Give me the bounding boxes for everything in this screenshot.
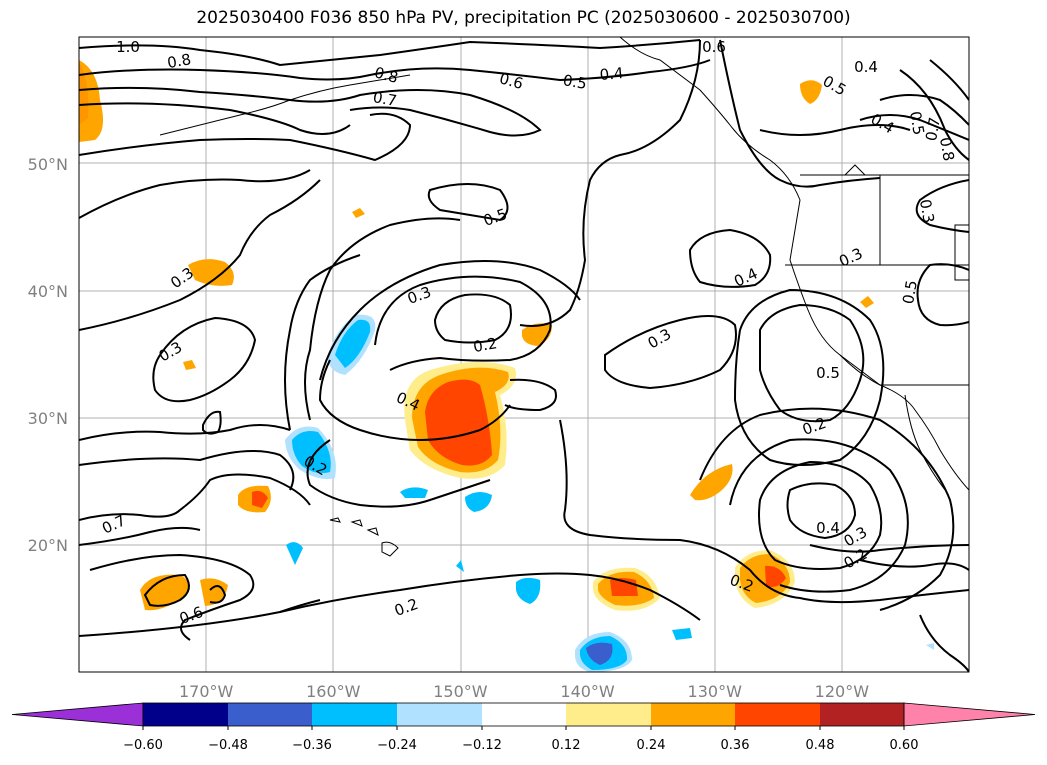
colorbar-tick-label: 0.12 (552, 738, 581, 753)
latitude-label: 50°N (28, 155, 68, 174)
hawaii-islands (329, 517, 399, 557)
colorbar-tick-label: 0.36 (721, 738, 750, 753)
contour-label: 0.7 (922, 116, 944, 143)
contour-label: 0.5 (899, 279, 921, 306)
map-title: 2025030400 F036 850 hPa PV, precipitatio… (196, 8, 851, 28)
longitude-label: 160°W (306, 682, 361, 701)
contour-label: 0.7 (372, 88, 399, 110)
colorbar-bin (820, 703, 904, 726)
contour-label: 0.4 (816, 519, 840, 537)
precip-negative-area (400, 487, 428, 498)
contour-label: 0.6 (702, 38, 726, 56)
precip-negative-area (292, 431, 331, 474)
colorbar-tick-label: −0.12 (462, 738, 502, 753)
precip-positive-area (352, 208, 365, 218)
contour-label: 0.3 (916, 198, 938, 225)
precip-negative-area (586, 642, 613, 665)
pv-contours (79, 39, 969, 672)
colorbar-tick-label: 0.24 (637, 738, 666, 753)
colorbar-bin (651, 703, 735, 726)
latitude-labels: 50°N 40°N 30°N 20°N (28, 155, 68, 555)
contour-label: 0.2 (472, 334, 499, 356)
colorbar-bin (143, 703, 228, 726)
precip-negative-area (465, 491, 492, 512)
precip-positive-area (252, 490, 268, 508)
colorbar: −0.60 −0.48 −0.36 −0.24 −0.12 0.12 0.24 0.36 0.4… (11, 702, 1036, 753)
precip-positive-area (800, 80, 822, 104)
precip-positive-area (740, 554, 790, 603)
precip-positive-area (140, 574, 189, 611)
colorbar-bin (228, 703, 312, 726)
colorbar-bin (735, 703, 820, 726)
colorbar-over-extension (903, 702, 1036, 727)
latitude-label: 30°N (28, 409, 68, 428)
contour-label: 0.8 (166, 50, 193, 72)
precip-negative-area (456, 560, 464, 572)
colorbar-bin (397, 703, 482, 726)
colorbar-tick-label: 0.60 (890, 738, 919, 753)
colorbar-bin (482, 703, 566, 726)
precip-positive-area (200, 578, 228, 606)
precip-positive-area (860, 296, 874, 308)
colorbar-tick-label: −0.36 (292, 738, 332, 753)
contour-label: 0.5 (562, 71, 589, 93)
precip-negative-area (926, 643, 934, 650)
precip-positive-area (183, 360, 196, 370)
colorbar-frame (142, 702, 905, 727)
precip-positive-area (690, 464, 733, 501)
colorbar-bin (566, 703, 651, 726)
colorbar-tick-label: 0.48 (806, 738, 835, 753)
precip-negative-area (672, 628, 692, 640)
longitude-label: 150°W (433, 682, 488, 701)
colorbar-tick-label: −0.48 (208, 738, 248, 753)
contour-label: 0.5 (816, 364, 840, 382)
longitude-label: 170°W (179, 682, 234, 701)
precip-positive-area (79, 62, 89, 125)
precip-negative-area (286, 542, 303, 565)
colorbar-under-extension (11, 702, 144, 727)
contour-label: 1.0 (116, 38, 140, 56)
colorbar-tick-label: −0.24 (377, 738, 417, 753)
longitude-label: 140°W (560, 682, 615, 701)
contour-label: 0.4 (854, 58, 878, 76)
colorbar-bin (312, 703, 397, 726)
precip-positive-area (765, 565, 786, 587)
coastlines (159, 37, 969, 491)
latitude-label: 20°N (28, 536, 68, 555)
contour-label: 0.8 (372, 63, 400, 87)
contour-label: 0.4 (599, 64, 624, 84)
contour-label: 0.8 (936, 136, 958, 163)
colorbar-tick-label: −0.60 (123, 738, 163, 753)
map-frame (78, 36, 970, 673)
precip-positive-area (425, 379, 492, 466)
map-area (79, 37, 969, 672)
longitude-label: 130°W (688, 682, 743, 701)
contour-label: 0.6 (497, 69, 525, 93)
longitude-label: 120°W (815, 682, 870, 701)
longitude-labels: 170°W 160°W 150°W 140°W 130°W 120°W (179, 682, 869, 701)
precip-negative-area (335, 319, 371, 368)
precip-negative-area (516, 577, 541, 604)
precip-positive-area (188, 259, 234, 286)
latitude-label: 40°N (28, 282, 68, 301)
contour-label: 0.5 (906, 110, 928, 137)
